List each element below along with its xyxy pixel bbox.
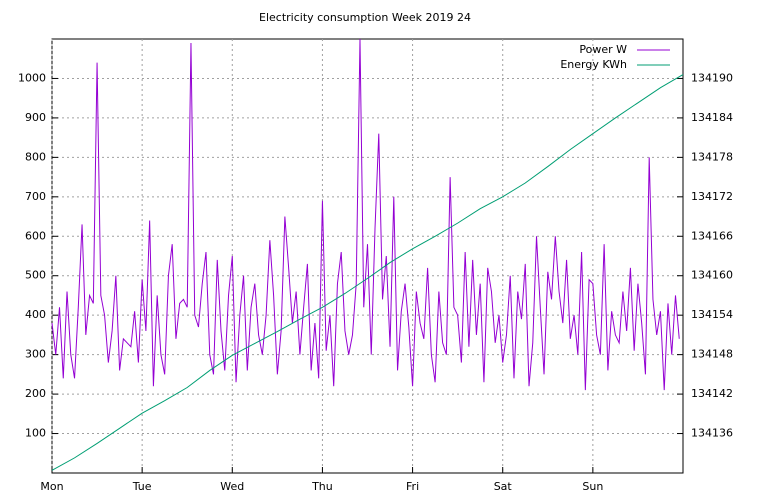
legend-label: Energy KWh xyxy=(560,58,627,71)
y-tick-label: 900 xyxy=(25,111,46,124)
x-tick-label: Wed xyxy=(220,480,244,493)
y2-tick-label: 134184 xyxy=(691,111,733,124)
y-tick-label: 600 xyxy=(25,229,46,242)
x-tick-label: Tue xyxy=(132,480,152,493)
y2-tick-label: 134178 xyxy=(691,150,733,163)
y2-tick-label: 134142 xyxy=(691,387,733,400)
y2-tick-label: 134136 xyxy=(691,427,733,440)
y-tick-label: 400 xyxy=(25,308,46,321)
y-tick-label: 200 xyxy=(25,387,46,400)
y2-tick-label: 134190 xyxy=(691,71,733,84)
y-tick-label: 700 xyxy=(25,190,46,203)
x-tick-label: Mon xyxy=(40,480,63,493)
y-tick-label: 1000 xyxy=(18,71,46,84)
y-tick-label: 300 xyxy=(25,348,46,361)
y-tick-label: 100 xyxy=(25,427,46,440)
x-tick-label: Sat xyxy=(494,480,513,493)
y2-tick-label: 134172 xyxy=(691,190,733,203)
y2-tick-label: 134166 xyxy=(691,229,733,242)
y-tick-label: 800 xyxy=(25,150,46,163)
y-tick-label: 500 xyxy=(25,269,46,282)
y2-tick-label: 134148 xyxy=(691,348,733,361)
x-tick-label: Sun xyxy=(582,480,603,493)
y2-tick-label: 134154 xyxy=(691,308,733,321)
legend-label: Power W xyxy=(579,43,627,56)
series-line xyxy=(51,74,684,471)
x-tick-label: Thu xyxy=(311,480,333,493)
series-line xyxy=(51,38,680,391)
y2-tick-label: 134160 xyxy=(691,269,733,282)
x-tick-label: Fri xyxy=(406,480,419,493)
chart-title: Electricity consumption Week 2019 24 xyxy=(259,11,471,24)
